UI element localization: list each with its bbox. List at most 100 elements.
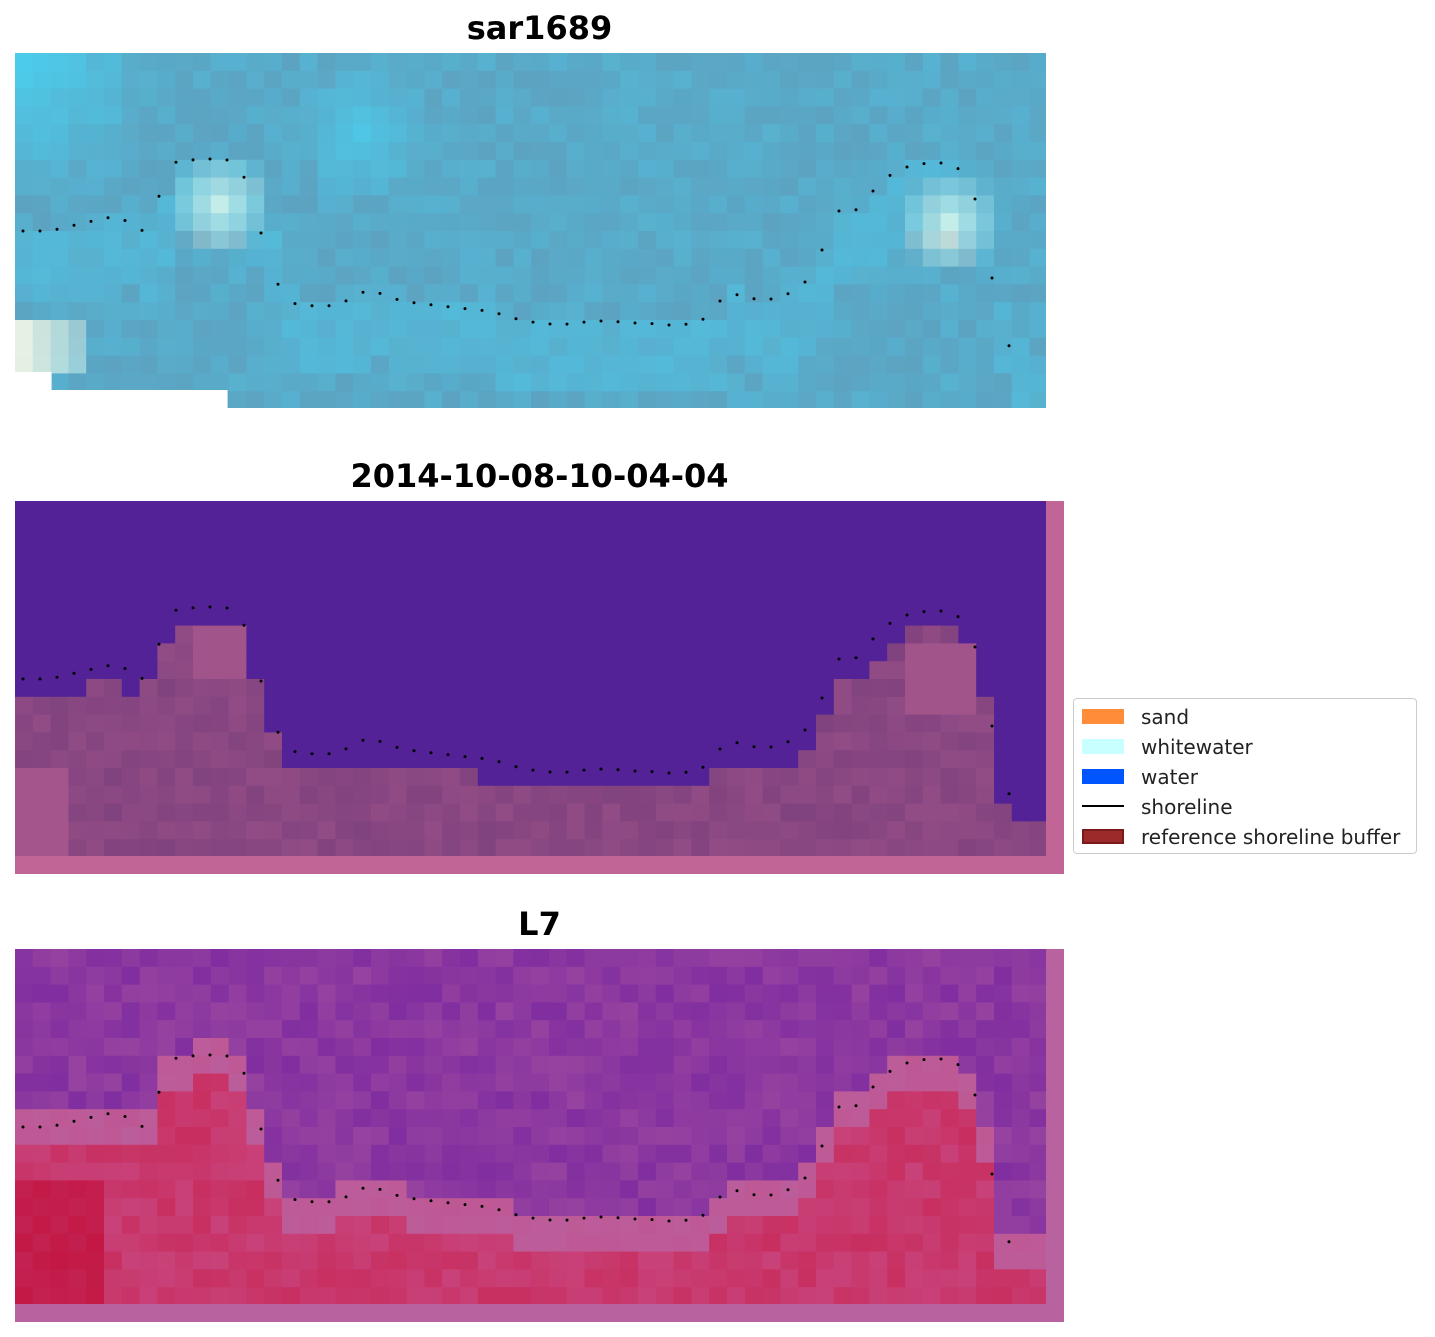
shoreline-point bbox=[701, 765, 705, 769]
shoreline-point bbox=[633, 321, 637, 325]
shoreline-point bbox=[973, 645, 977, 649]
shoreline-point bbox=[956, 615, 960, 619]
shoreline-point bbox=[735, 741, 739, 745]
shoreline-dots bbox=[21, 157, 1011, 348]
shoreline-point bbox=[361, 290, 365, 294]
shoreline-point bbox=[191, 158, 195, 162]
shoreline-point bbox=[769, 297, 773, 301]
shoreline-point bbox=[803, 280, 807, 284]
shoreline-point bbox=[973, 1093, 977, 1097]
shoreline-point bbox=[854, 656, 858, 660]
shoreline-point bbox=[123, 219, 127, 222]
shoreline-point bbox=[327, 1200, 331, 1204]
shoreline-point bbox=[939, 609, 943, 613]
shoreline-point bbox=[497, 760, 501, 764]
shoreline-point bbox=[752, 745, 756, 749]
shoreline-point bbox=[21, 229, 25, 233]
shoreline-point bbox=[701, 317, 705, 321]
shoreline-point bbox=[854, 208, 858, 212]
shoreline-point bbox=[531, 768, 535, 772]
shoreline-point bbox=[123, 667, 127, 670]
shoreline-point bbox=[871, 1085, 875, 1089]
shoreline-point bbox=[89, 667, 93, 671]
shoreline-point bbox=[837, 657, 841, 661]
shoreline-point bbox=[446, 753, 450, 757]
shoreline-point bbox=[565, 1218, 569, 1222]
shoreline-point bbox=[888, 173, 892, 177]
edge-bottom-strip bbox=[15, 1304, 1064, 1322]
shoreline-point bbox=[718, 299, 722, 303]
shoreline-point bbox=[548, 322, 552, 326]
shoreline-point bbox=[191, 606, 195, 610]
shoreline-point bbox=[990, 1172, 994, 1176]
shoreline-point bbox=[905, 165, 909, 169]
shoreline-point bbox=[344, 747, 348, 751]
shoreline-point bbox=[735, 293, 739, 297]
shoreline-point bbox=[650, 1218, 654, 1222]
shoreline-point bbox=[837, 209, 841, 213]
legend-label-sand: sand bbox=[1141, 705, 1190, 729]
shoreline-point bbox=[582, 1216, 586, 1220]
shoreline-point bbox=[616, 768, 620, 772]
shoreline-point bbox=[718, 1195, 722, 1199]
shoreline-point bbox=[242, 175, 246, 179]
shoreline-point bbox=[412, 301, 416, 305]
legend-label-water: water bbox=[1141, 765, 1198, 789]
shoreline-point bbox=[531, 1216, 535, 1220]
shoreline-point bbox=[803, 728, 807, 732]
shoreline-point bbox=[497, 312, 501, 316]
shoreline-point bbox=[395, 745, 399, 749]
shoreline-point bbox=[786, 292, 790, 296]
shoreline-point bbox=[242, 1071, 246, 1075]
legend-label-shoreline: shoreline bbox=[1141, 795, 1233, 819]
shoreline-point bbox=[599, 1215, 603, 1219]
shoreline-point bbox=[497, 1208, 501, 1212]
shoreline-point bbox=[548, 770, 552, 774]
shoreline-point bbox=[480, 756, 484, 760]
sand-swatch-icon bbox=[1082, 709, 1124, 724]
legend-label-reference-buffer: reference shoreline buffer bbox=[1141, 825, 1401, 849]
shoreline-point bbox=[140, 228, 144, 232]
shoreline-point bbox=[259, 1127, 263, 1131]
shoreline-point bbox=[548, 1218, 552, 1222]
buffer-bottom-strip bbox=[15, 856, 1064, 874]
shoreline-point bbox=[922, 162, 926, 166]
shoreline-point bbox=[72, 1119, 76, 1123]
shoreline-point bbox=[208, 605, 212, 609]
water-swatch-icon bbox=[1082, 769, 1124, 784]
shoreline-point bbox=[21, 677, 25, 681]
shoreline-point bbox=[208, 1053, 212, 1057]
shoreline-point bbox=[599, 767, 603, 771]
shoreline-point bbox=[293, 750, 297, 754]
shoreline-point bbox=[344, 1195, 348, 1199]
shoreline-point bbox=[616, 1216, 620, 1220]
shoreline-point bbox=[38, 677, 42, 681]
shoreline-point bbox=[786, 740, 790, 744]
shoreline-point bbox=[106, 1112, 110, 1116]
shoreline-point bbox=[191, 1054, 195, 1058]
shoreline-point bbox=[888, 1069, 892, 1073]
whitewater-swatch-icon bbox=[1082, 739, 1124, 754]
shoreline-point bbox=[701, 1213, 705, 1217]
shoreline-point bbox=[769, 1193, 773, 1197]
shoreline-point bbox=[174, 608, 178, 612]
shoreline-point bbox=[310, 304, 314, 308]
shoreline-point bbox=[667, 1219, 671, 1223]
legend-item-sand: sand bbox=[1074, 701, 1416, 731]
shoreline-point bbox=[684, 322, 688, 326]
shoreline-point bbox=[956, 167, 960, 171]
shoreline-point bbox=[157, 194, 161, 198]
shoreline-point bbox=[684, 1218, 688, 1222]
shoreline-dots bbox=[21, 605, 1011, 796]
panel-title-1: sar1689 bbox=[466, 9, 613, 47]
shoreline-point bbox=[837, 1105, 841, 1109]
shoreline-point bbox=[463, 755, 467, 759]
shoreline-point bbox=[820, 248, 824, 252]
shoreline-point bbox=[225, 158, 229, 162]
legend-item-whitewater: whitewater bbox=[1074, 731, 1416, 761]
shoreline-point bbox=[327, 752, 331, 756]
shoreline-point bbox=[905, 1061, 909, 1065]
shoreline-point bbox=[803, 1176, 807, 1180]
shoreline-point bbox=[293, 1198, 297, 1202]
shoreline-point bbox=[888, 621, 892, 625]
